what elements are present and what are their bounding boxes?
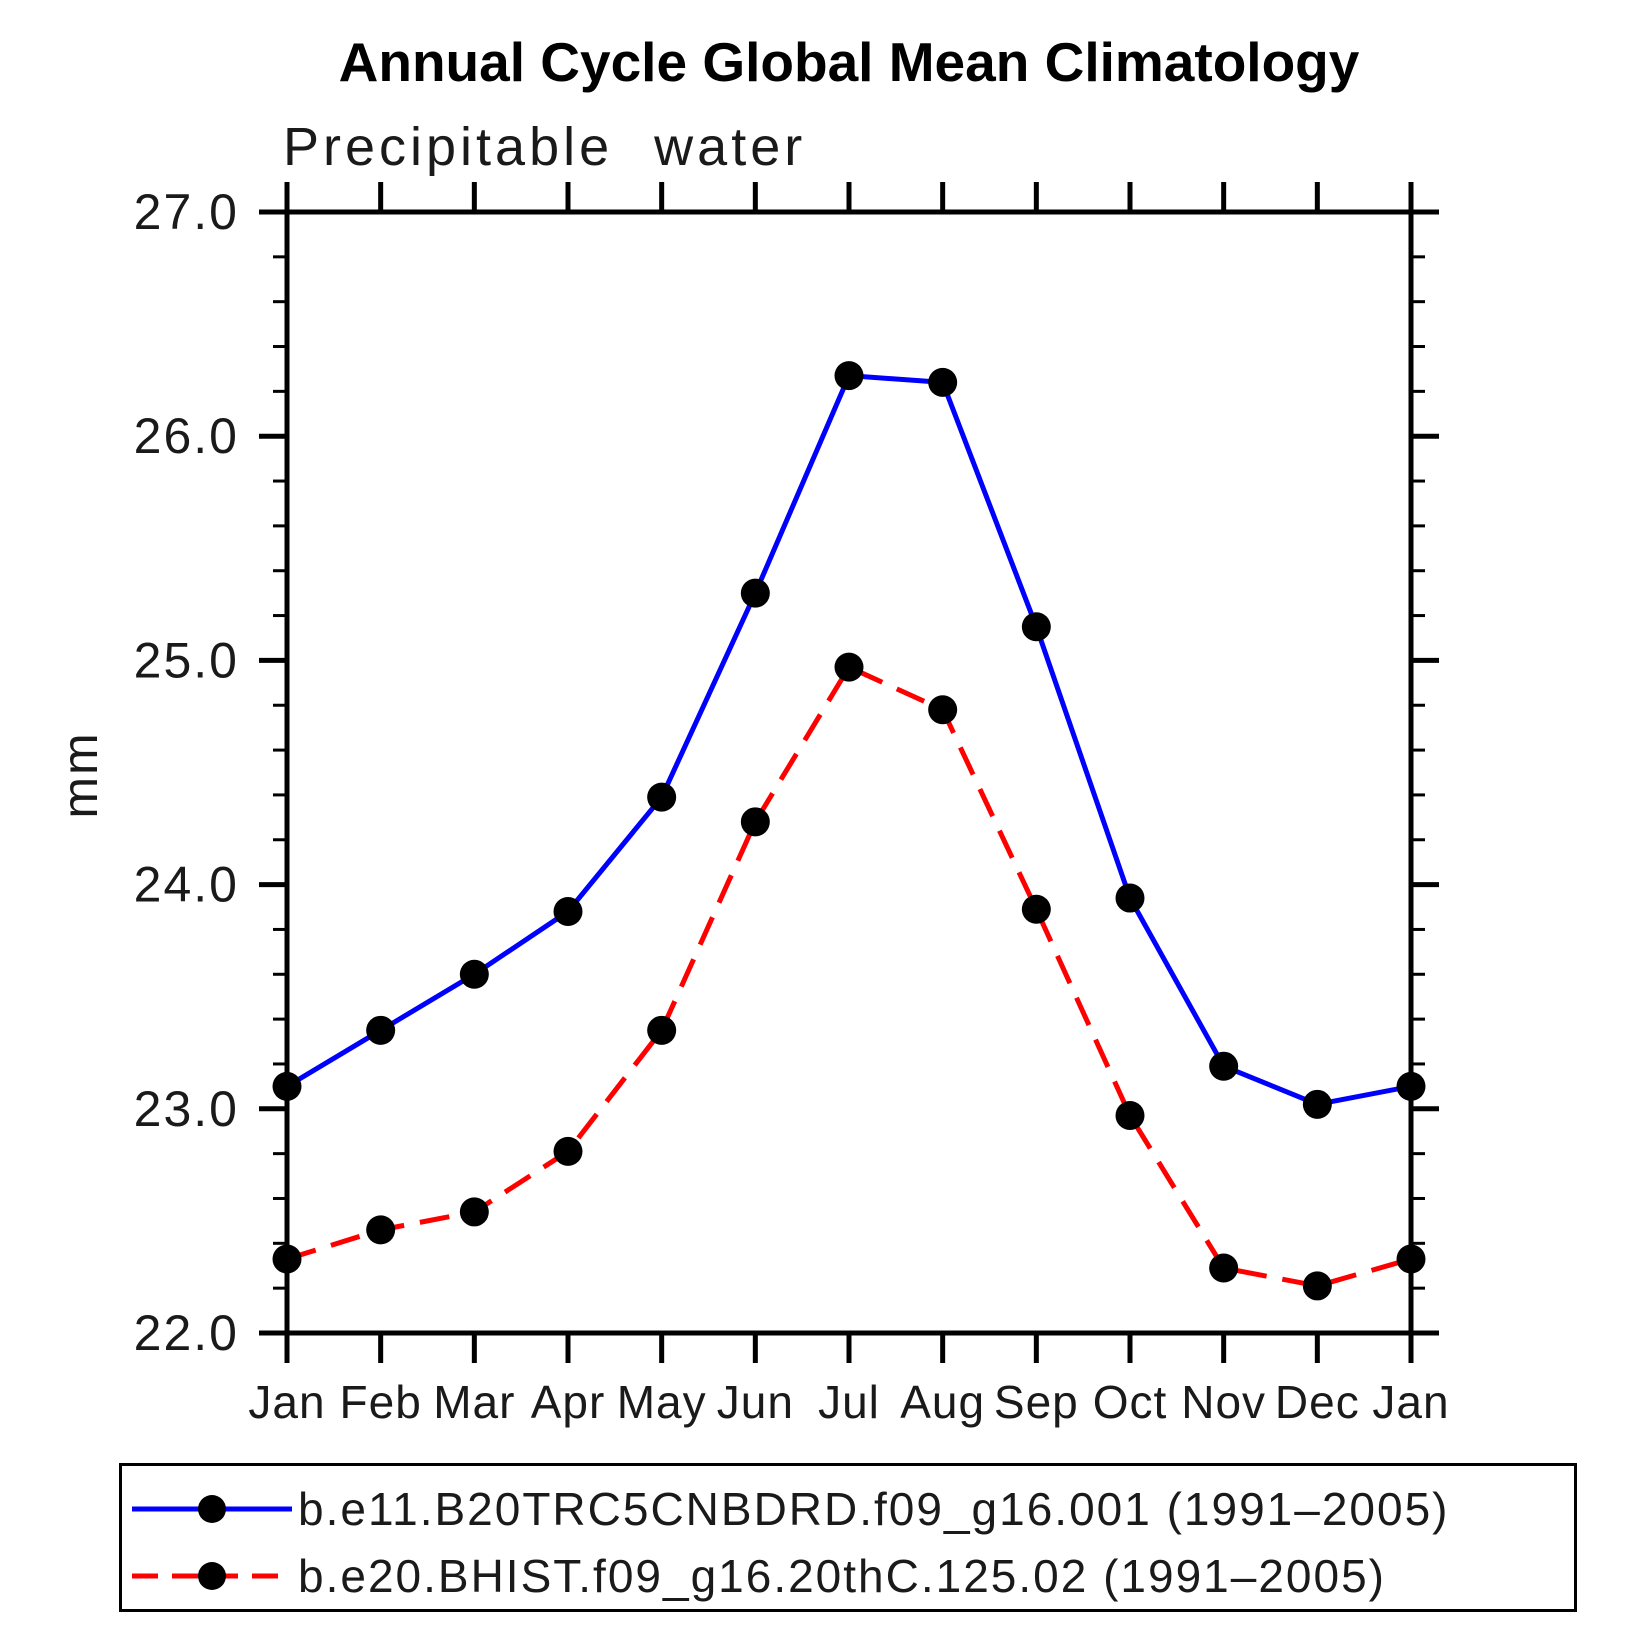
- y-tick-label: 23.0: [134, 1081, 239, 1137]
- data-point-marker: [1302, 1271, 1332, 1301]
- data-point-marker: [459, 1197, 489, 1227]
- x-tick-label: Sep: [994, 1376, 1079, 1428]
- legend-label: b.e11.B20TRC5CNBDRD.f09_g16.001 (1991–20…: [298, 1483, 1450, 1535]
- x-tick-label: Nov: [1181, 1376, 1266, 1428]
- y-tick-label: 25.0: [134, 632, 239, 688]
- x-tick-label: Jan: [1372, 1376, 1449, 1428]
- x-tick-label: Jun: [717, 1376, 794, 1428]
- data-point-marker: [272, 1071, 302, 1101]
- y-axis-tick-labels: 22.0 23.0 24.0 25.0 26.0 27.0: [134, 184, 239, 1361]
- x-tick-label: Mar: [433, 1376, 515, 1428]
- data-point-marker: [1021, 612, 1051, 642]
- legend-row: b.e11.B20TRC5CNBDRD.f09_g16.001 (1991–20…: [128, 1483, 1449, 1535]
- data-point-marker: [366, 1015, 396, 1045]
- data-point-marker: [366, 1215, 396, 1245]
- legend-marker-dot: [198, 1495, 226, 1523]
- data-point-marker: [928, 695, 958, 725]
- data-point-marker: [1396, 1071, 1426, 1101]
- series-markers-0: [272, 361, 1426, 1119]
- axes-box: [284, 209, 1414, 1336]
- x-tick-label: Jan: [248, 1376, 325, 1428]
- data-point-marker: [553, 897, 583, 927]
- data-point-marker: [647, 782, 677, 812]
- x-axis-ticks: [284, 182, 1414, 1363]
- data-point-marker: [553, 1136, 583, 1166]
- data-point-marker: [1115, 883, 1145, 913]
- data-point-marker: [740, 578, 770, 608]
- series-line-1: [286, 664, 1412, 1289]
- legend-label: b.e20.BHIST.f09_g16.20thC.125.02 (1991–2…: [298, 1550, 1386, 1602]
- data-point-marker: [834, 361, 864, 391]
- x-tick-label: Aug: [900, 1376, 985, 1428]
- data-point-marker: [1302, 1089, 1332, 1119]
- data-point-marker: [647, 1015, 677, 1045]
- series-line-0: [285, 373, 1412, 1107]
- data-point-marker: [1209, 1051, 1239, 1081]
- legend-row: b.e20.BHIST.f09_g16.20thC.125.02 (1991–2…: [128, 1550, 1386, 1602]
- chart-subtitle: Precipitable water: [283, 117, 807, 177]
- y-tick-label: 22.0: [134, 1305, 239, 1361]
- y-tick-label: 26.0: [134, 408, 239, 464]
- legend: b.e11.B20TRC5CNBDRD.f09_g16.001 (1991–20…: [119, 1463, 1577, 1612]
- x-tick-label: Oct: [1093, 1376, 1168, 1428]
- legend-swatch: [132, 1495, 292, 1523]
- x-tick-label: May: [617, 1376, 707, 1428]
- data-point-marker: [459, 959, 489, 989]
- legend-marker-dot: [198, 1562, 226, 1590]
- x-tick-label: Feb: [340, 1376, 422, 1428]
- x-tick-label: Apr: [531, 1376, 606, 1428]
- x-axis-tick-labels: Jan Feb Mar Apr May Jun Jul Aug Sep Oct Nov Dec Jan: [248, 1376, 1449, 1428]
- data-point-marker: [1396, 1244, 1426, 1274]
- data-point-marker: [272, 1244, 302, 1274]
- data-point-marker: [834, 652, 864, 682]
- y-tick-label: 24.0: [134, 857, 239, 913]
- x-tick-label: Dec: [1275, 1376, 1360, 1428]
- data-point-marker: [1209, 1253, 1239, 1283]
- y-tick-label: 27.0: [134, 184, 239, 240]
- legend-swatch: [132, 1562, 292, 1590]
- chart-title: Annual Cycle Global Mean Climatology: [338, 31, 1360, 93]
- x-tick-label: Jul: [818, 1376, 880, 1428]
- data-point-marker: [740, 807, 770, 837]
- series-markers-1: [272, 652, 1426, 1301]
- data-point-marker: [1021, 894, 1051, 924]
- data-point-marker: [1115, 1101, 1145, 1131]
- data-point-marker: [928, 367, 958, 397]
